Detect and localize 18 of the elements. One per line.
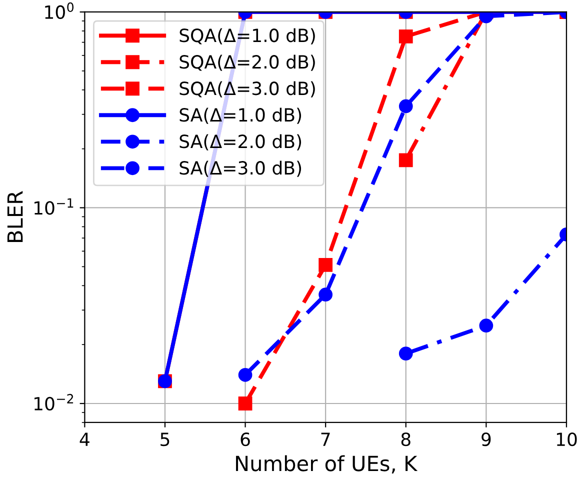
legend-label: SQA(Δ=1.0 dB)	[180, 28, 315, 44]
y-tick-label: 10$^{−2}$	[34, 394, 74, 410]
y-axis-title: BLER	[7, 191, 23, 242]
x-tick-label: 4	[80, 432, 90, 446]
x-tick-label: 6	[240, 432, 250, 446]
legend-label: SQA(Δ=2.0 dB)	[180, 54, 315, 71]
y-tick-label: 10$^{0}$	[45, 2, 74, 19]
x-tick-label: 7	[321, 432, 330, 446]
x-tick-label: 8	[401, 432, 410, 446]
x-tick-label: 5	[160, 432, 170, 446]
legend-label: SA(Δ=1.0 dB)	[180, 108, 302, 124]
legend-label: SA(Δ=2.0 dB)	[180, 134, 302, 150]
legend-label: SA(Δ=3.0 dB)	[180, 160, 302, 177]
x-tick-label: 9	[482, 432, 491, 446]
x-tick-label: 10	[556, 432, 577, 446]
legend-label: SQA(Δ=3.0 dB)	[180, 81, 315, 98]
x-axis-title: Number of UEs, K	[236, 455, 418, 474]
y-tick-label: 10$^{−1}$	[34, 198, 74, 215]
